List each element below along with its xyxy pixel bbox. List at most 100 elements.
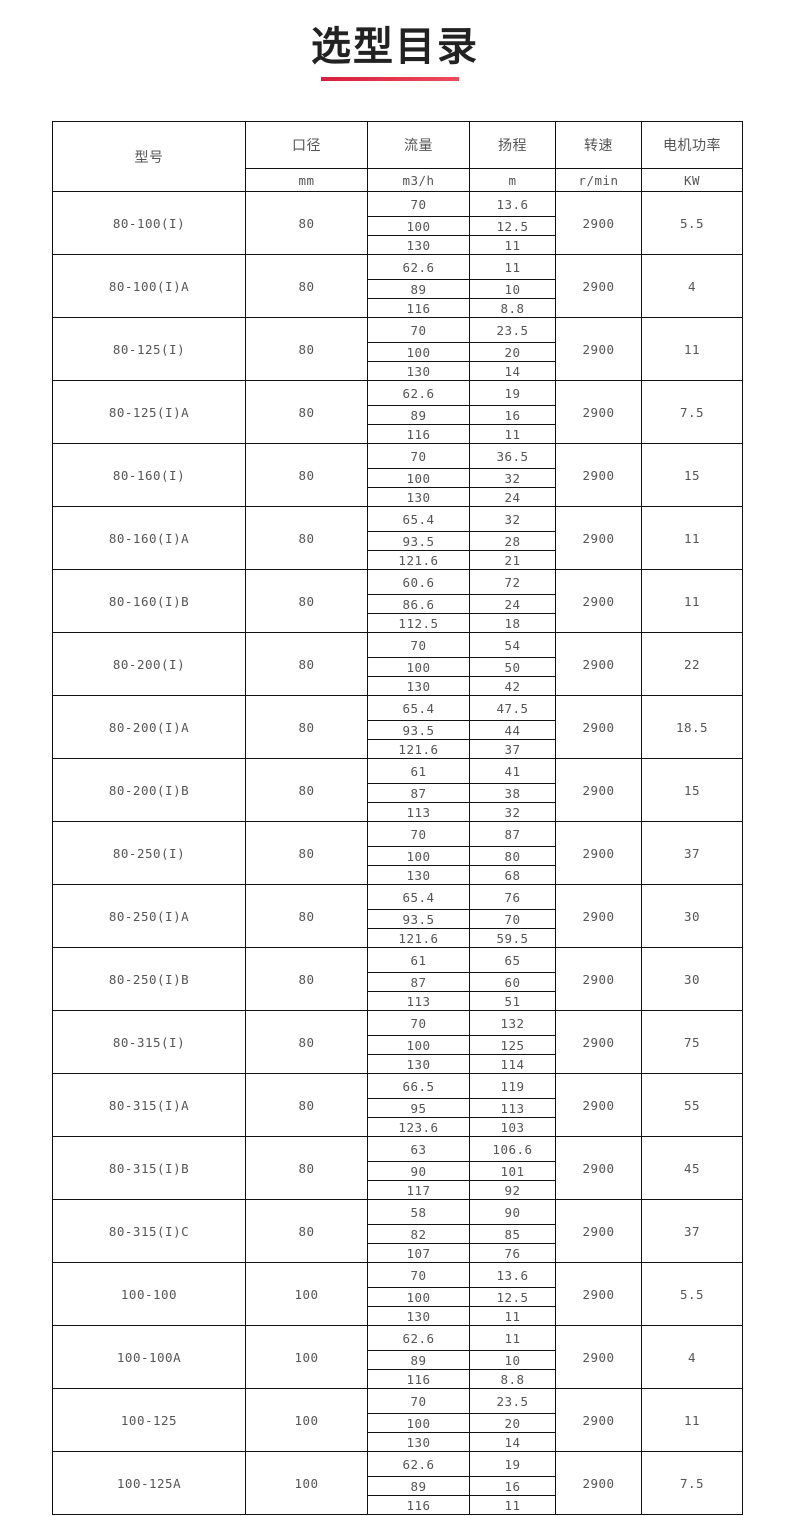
power-cell: 18.5: [641, 695, 743, 759]
flow-cell: 130: [367, 235, 470, 255]
flow-cell: 62.6: [367, 1451, 470, 1477]
head-cell: 32: [469, 802, 556, 822]
table-row: 80-100(I)A 80 62.6 11 2900 4: [52, 254, 743, 318]
table-row: 130 68: [53, 865, 743, 885]
flow-cell: 66.5: [367, 1073, 470, 1099]
header-speed: 转速: [555, 121, 642, 169]
table-row: 100-100 100 70 13.6 2900 5.5: [52, 1262, 743, 1326]
flow-cell: 62.6: [367, 1325, 470, 1351]
head-cell: 19: [469, 380, 556, 406]
head-cell: 92: [469, 1180, 556, 1200]
head-cell: 106.6: [469, 1136, 556, 1162]
head-cell: 12.5: [469, 1287, 556, 1307]
head-cell: 114: [469, 1054, 556, 1074]
diameter-cell: 80: [245, 632, 368, 696]
flow-cell: 70: [367, 443, 470, 469]
head-cell: 70: [469, 909, 556, 929]
head-cell: 14: [469, 361, 556, 381]
table-row: 80-100(I) 80 70 13.6 2900 5.5: [52, 191, 743, 255]
model-cell: 80-100(I): [52, 191, 246, 255]
diameter-cell: 80: [245, 947, 368, 1011]
head-cell: 14: [469, 1432, 556, 1452]
table-row: 100-125 100 70 23.5 2900 11: [52, 1388, 743, 1452]
power-cell: 22: [641, 632, 743, 696]
table-row: 87 38: [53, 783, 743, 803]
flow-cell: 90: [367, 1161, 470, 1181]
flow-cell: 61: [367, 947, 470, 973]
head-cell: 72: [469, 569, 556, 595]
table-row: 80-125(I) 80 70 23.5 2900 11: [52, 317, 743, 381]
table-row: 130 114: [53, 1054, 743, 1074]
model-cell: 100-125: [52, 1388, 246, 1452]
model-cell: 80-250(I)B: [52, 947, 246, 1011]
flow-cell: 117: [367, 1180, 470, 1200]
flow-cell: 95: [367, 1098, 470, 1118]
speed-cell: 2900: [555, 1451, 642, 1515]
table-row: 80-200(I)B 80 61 41 2900 15: [52, 758, 743, 822]
table-row: 80-200(I)A 80 65.4 47.5 2900 18.5: [52, 695, 743, 759]
flow-cell: 61: [367, 758, 470, 784]
table-row: 80-160(I)B 80 60.6 72 2900 11: [52, 569, 743, 633]
head-cell: 24: [469, 487, 556, 507]
power-cell: 45: [641, 1136, 743, 1200]
head-cell: 101: [469, 1161, 556, 1181]
head-cell: 54: [469, 632, 556, 658]
power-cell: 15: [641, 758, 743, 822]
flow-cell: 63: [367, 1136, 470, 1162]
speed-cell: 2900: [555, 443, 642, 507]
head-cell: 44: [469, 720, 556, 740]
speed-cell: 2900: [555, 1010, 642, 1074]
diameter-cell: 80: [245, 191, 368, 255]
table-row: 80-250(I)A 80 65.4 76 2900 30: [52, 884, 743, 948]
diameter-cell: 100: [245, 1451, 368, 1515]
diameter-cell: 80: [245, 821, 368, 885]
model-cell: 100-100A: [52, 1325, 246, 1389]
speed-cell: 2900: [555, 380, 642, 444]
head-cell: 28: [469, 531, 556, 551]
diameter-cell: 100: [245, 1262, 368, 1326]
power-cell: 55: [641, 1073, 743, 1137]
unit-flow: m3/h: [367, 168, 470, 192]
power-cell: 37: [641, 1199, 743, 1263]
model-cell: 80-160(I): [52, 443, 246, 507]
page-title: 选型目录: [311, 24, 479, 70]
speed-cell: 2900: [555, 569, 642, 633]
model-cell: 80-125(I)A: [52, 380, 246, 444]
head-cell: 65: [469, 947, 556, 973]
table-row: 89 16: [53, 1476, 743, 1496]
flow-cell: 121.6: [367, 550, 470, 570]
head-cell: 125: [469, 1035, 556, 1055]
table-row: 93.5 44: [53, 720, 743, 740]
flow-cell: 130: [367, 1054, 470, 1074]
diameter-cell: 100: [245, 1325, 368, 1389]
head-cell: 13.6: [469, 191, 556, 217]
head-cell: 47.5: [469, 695, 556, 721]
diameter-cell: 80: [245, 506, 368, 570]
flow-cell: 60.6: [367, 569, 470, 595]
flow-cell: 123.6: [367, 1117, 470, 1137]
flow-cell: 65.4: [367, 884, 470, 910]
model-cell: 80-100(I)A: [52, 254, 246, 318]
head-cell: 50: [469, 657, 556, 677]
flow-cell: 112.5: [367, 613, 470, 633]
flow-cell: 89: [367, 279, 470, 299]
table-row: 80-160(I) 80 70 36.5 2900 15: [52, 443, 743, 507]
head-cell: 32: [469, 506, 556, 532]
power-cell: 30: [641, 884, 743, 948]
table-row: 116 11: [53, 1495, 743, 1515]
head-cell: 20: [469, 342, 556, 362]
power-cell: 30: [641, 947, 743, 1011]
flow-cell: 70: [367, 1388, 470, 1414]
head-cell: 36.5: [469, 443, 556, 469]
head-cell: 32: [469, 468, 556, 488]
speed-cell: 2900: [555, 695, 642, 759]
head-cell: 42: [469, 676, 556, 696]
model-cell: 80-250(I)A: [52, 884, 246, 948]
flow-cell: 121.6: [367, 928, 470, 948]
head-cell: 8.8: [469, 298, 556, 318]
power-cell: 75: [641, 1010, 743, 1074]
head-cell: 11: [469, 1495, 556, 1515]
unit-diameter: mm: [245, 168, 368, 192]
head-cell: 10: [469, 1350, 556, 1370]
selection-table: 型号 口径 流量 扬程 转速 电机功率 mm m3/h m r/min KW 8…: [52, 121, 743, 1515]
